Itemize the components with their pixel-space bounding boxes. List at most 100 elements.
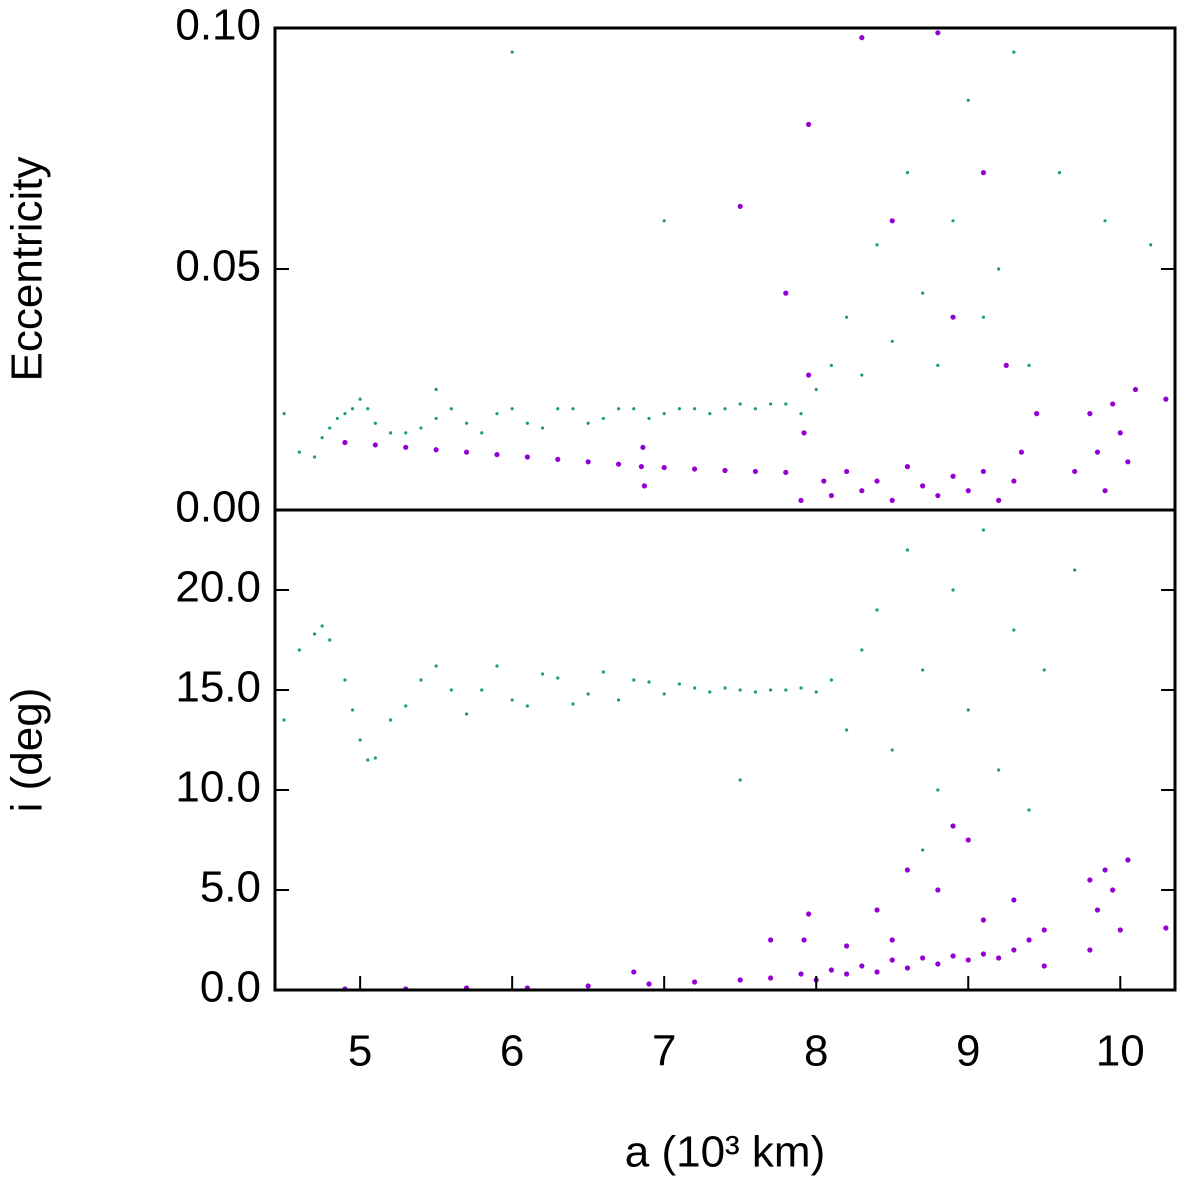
- y-axis-label: Eccentricity: [3, 157, 52, 382]
- point: [1011, 897, 1017, 903]
- point: [586, 692, 590, 696]
- point: [753, 690, 758, 694]
- point: [320, 624, 324, 628]
- point: [1087, 411, 1093, 417]
- point: [859, 35, 865, 41]
- point: [801, 937, 807, 943]
- point: [1012, 50, 1016, 54]
- point: [768, 937, 774, 943]
- point: [996, 497, 1002, 503]
- point: [480, 688, 484, 692]
- x-tick-label: 8: [804, 1027, 828, 1076]
- point: [366, 407, 370, 411]
- point: [1163, 925, 1169, 931]
- y-tick-label: 20.0: [175, 563, 261, 612]
- point: [708, 412, 712, 416]
- point: [935, 887, 941, 893]
- point: [997, 267, 1001, 271]
- point: [540, 426, 545, 430]
- point: [388, 431, 393, 435]
- point: [1018, 449, 1025, 455]
- point: [525, 421, 529, 425]
- x-tick-label: 7: [652, 1027, 676, 1076]
- point: [1117, 927, 1123, 933]
- point: [889, 497, 895, 503]
- point: [997, 768, 1001, 772]
- point: [904, 965, 911, 971]
- point: [433, 447, 439, 453]
- point: [860, 373, 864, 377]
- point: [844, 468, 850, 475]
- point: [981, 315, 986, 319]
- point: [524, 454, 530, 460]
- point: [1027, 808, 1031, 812]
- point: [950, 823, 956, 829]
- point: [783, 290, 789, 296]
- point: [632, 407, 636, 411]
- point: [844, 943, 850, 949]
- point: [662, 219, 666, 223]
- point: [616, 698, 621, 702]
- point: [936, 788, 940, 792]
- point: [510, 50, 514, 54]
- point: [463, 449, 470, 455]
- point: [691, 979, 698, 985]
- y-tick-label: 5.0: [200, 863, 261, 912]
- point: [874, 478, 880, 484]
- point: [890, 339, 894, 343]
- point: [860, 648, 864, 652]
- point: [1102, 488, 1108, 494]
- point: [1125, 857, 1131, 863]
- point: [373, 756, 377, 760]
- point: [419, 678, 423, 682]
- point: [692, 686, 697, 690]
- point: [753, 407, 758, 411]
- point: [829, 363, 834, 367]
- point: [981, 528, 986, 532]
- plot-frame: [273, 26, 1177, 512]
- point: [859, 488, 865, 494]
- point: [1132, 386, 1139, 393]
- point: [647, 416, 651, 421]
- point: [1110, 401, 1116, 407]
- point: [814, 387, 818, 392]
- y-axis-label: i (deg): [3, 688, 52, 813]
- point: [464, 712, 469, 716]
- y-tick-label: 0.10: [175, 1, 261, 50]
- point: [1003, 362, 1009, 368]
- point: [996, 955, 1002, 961]
- point: [828, 492, 835, 499]
- point: [372, 442, 378, 448]
- point: [768, 975, 774, 981]
- point: [343, 678, 347, 682]
- point: [737, 203, 743, 209]
- point: [829, 678, 834, 682]
- point: [905, 548, 910, 552]
- point: [631, 969, 637, 975]
- point: [328, 426, 332, 430]
- point: [403, 444, 409, 450]
- point: [738, 402, 742, 406]
- x-axis-label: a (10³ km): [625, 1128, 825, 1177]
- point: [1012, 628, 1016, 632]
- point: [632, 678, 636, 682]
- point: [1163, 396, 1169, 402]
- y-tick-label: 0.0: [200, 963, 261, 1012]
- point: [845, 315, 849, 319]
- point: [434, 416, 438, 421]
- point: [1041, 927, 1047, 933]
- point: [638, 464, 644, 470]
- point: [585, 983, 591, 989]
- point: [350, 407, 355, 411]
- point: [1117, 430, 1123, 436]
- point: [1027, 363, 1031, 367]
- point: [677, 682, 681, 686]
- point: [1125, 459, 1131, 465]
- point: [904, 867, 911, 873]
- point: [965, 488, 971, 494]
- point: [312, 455, 317, 459]
- point: [388, 718, 393, 722]
- point: [677, 407, 681, 411]
- point: [905, 171, 910, 175]
